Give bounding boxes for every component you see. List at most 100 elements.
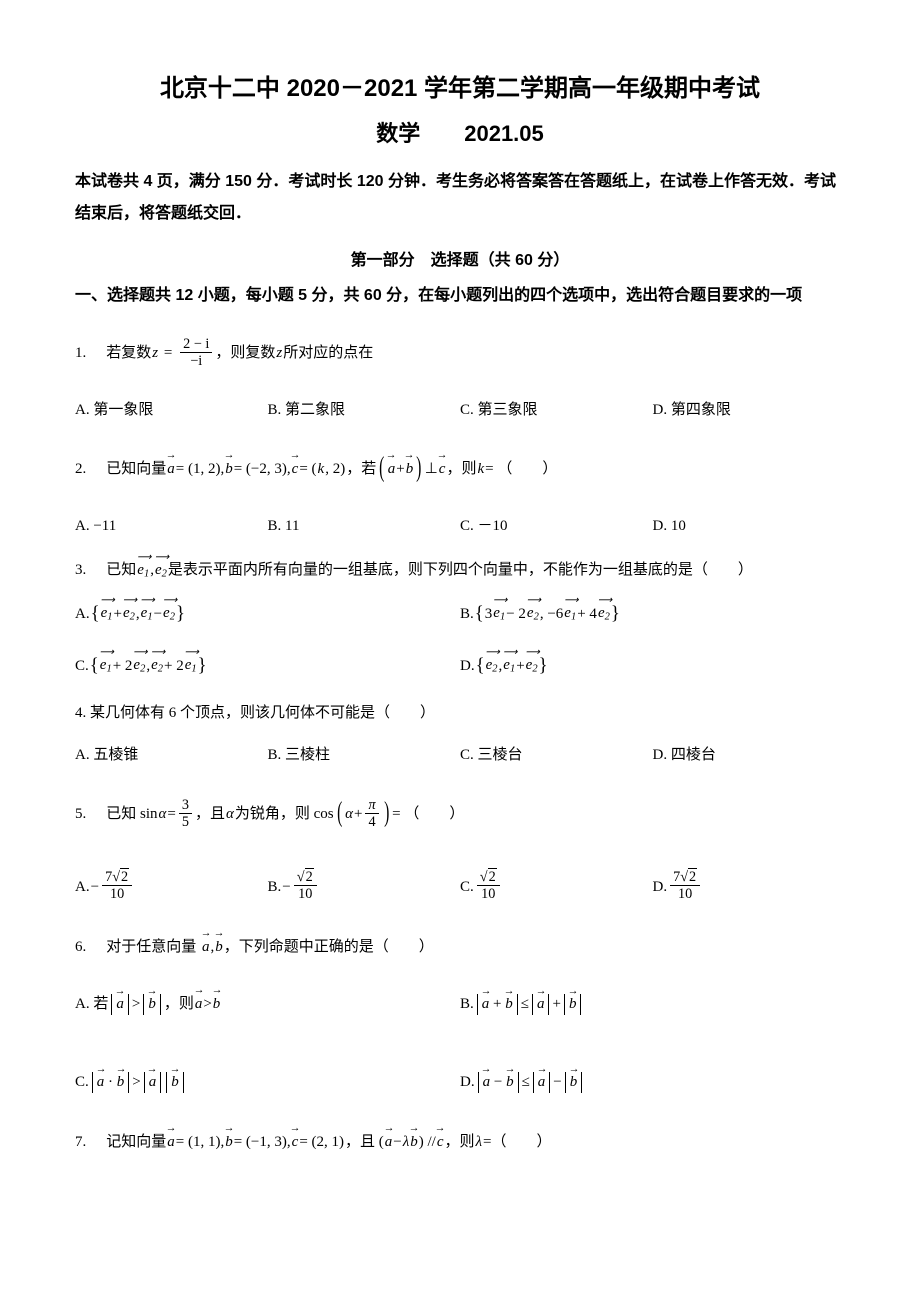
q6a-abs-b: b — [143, 994, 161, 1015]
question-2: 2. 已知向量 a = (1, 2), b = (−2, 3), c = ( k… — [75, 442, 845, 498]
q7-b2: b — [410, 1130, 418, 1156]
x: · — [104, 1074, 117, 1090]
q5b-frac: 2 10 — [294, 869, 317, 904]
x: a — [149, 1075, 157, 1090]
q5-pin: π — [365, 797, 378, 814]
q2-a-val: = (1, 2), — [176, 457, 224, 483]
q6d-minus: − — [553, 1070, 561, 1094]
q3-e1: e1 — [137, 558, 149, 584]
lbrace-icon: { — [91, 599, 100, 629]
q5d-num: 72 — [670, 869, 700, 886]
q5-eq: = — [167, 802, 175, 828]
question-3: 3. 已知 e1 , e2 是表示平面内所有向量的一组基底，则下列四个向量中，不… — [75, 558, 845, 584]
q3b-3: 3 — [485, 602, 493, 626]
q6-options-row1: A. 若 a > b ，则 a > b B. a + b ≤ a + b — [75, 974, 845, 1034]
q3c-e2b: e2 — [151, 653, 163, 678]
x: 2 — [140, 664, 145, 675]
q3a-minus: − — [154, 602, 162, 626]
q3-e2-s: 2 — [162, 568, 167, 579]
q7-eqblank: =（ ） — [483, 1130, 551, 1156]
x: b — [570, 1075, 578, 1090]
q1-option-a: A. 第一象限 — [75, 396, 268, 424]
q2-c-rp: , 2) — [325, 457, 345, 483]
q3b-e2b: e2 — [598, 601, 610, 626]
q5c-pre: C. — [460, 875, 474, 899]
lbrace-icon: { — [90, 651, 99, 681]
q7-b: b — [225, 1130, 233, 1156]
x: a — [538, 1075, 546, 1090]
x: 1 — [510, 664, 515, 675]
q5-post: = （ ） — [392, 802, 464, 828]
q1-eq: = — [164, 341, 172, 367]
q6a-b2: b — [213, 992, 221, 1016]
q3-option-a: A. { e1 + e2 , e1 − e2 } — [75, 597, 460, 631]
q6-option-c: C. a · b > a b — [75, 1052, 460, 1112]
q3-num: 3. — [75, 558, 86, 584]
q3-a-pre: A. — [75, 602, 90, 626]
q6d-le: ≤ — [522, 1070, 530, 1094]
q6-option-b: B. a + b ≤ a + b — [460, 974, 845, 1034]
question-6: 6. 对于任意向量 a , b ，下列命题中正确的是（ ） — [75, 935, 845, 961]
q3b-e1a: e1 — [493, 601, 505, 626]
x: 2 — [170, 612, 175, 623]
q5-fn: 3 — [179, 797, 192, 814]
q3-e1-s: 1 — [144, 568, 149, 579]
q6c-gt: > — [132, 1070, 140, 1094]
q6b-le: ≤ — [521, 992, 529, 1016]
x: 2 — [305, 868, 314, 885]
q1-option-c: C. 第三象限 — [460, 396, 653, 424]
x: a — [537, 997, 545, 1012]
q2-k: k — [318, 457, 325, 483]
q1-fraction: 2 − i −i — [180, 336, 212, 371]
q3-pre: 已知 — [106, 558, 136, 584]
x: b — [505, 997, 513, 1012]
x: 1 — [106, 664, 111, 675]
q6b-abs-sum: a + b — [477, 994, 518, 1015]
x: e — [527, 605, 534, 621]
q5-pi-frac: π 4 — [365, 797, 378, 832]
x: 2 — [488, 868, 497, 885]
q5a-pre: A. — [75, 875, 90, 899]
x: b — [506, 1075, 514, 1090]
q7-pre: 记知向量 — [106, 1130, 166, 1156]
x: 7 — [673, 869, 680, 885]
q6-option-d: D. a − b ≤ a − b — [460, 1052, 845, 1112]
q6b-pre: B. — [460, 992, 474, 1016]
q6c-abs-a: a — [144, 1072, 162, 1093]
q5c-num: 2 — [477, 869, 500, 886]
q3-options-row2: C. { e1 + 2 e2 , e2 + 2 e1 } D. { e2 , e… — [75, 649, 845, 683]
x: a — [116, 997, 124, 1012]
q3a-plus: + — [114, 602, 122, 626]
section-1-intro: 一、选择题共 12 小题，每小题 5 分，共 60 分，在每小题列出的四个选项中… — [75, 281, 845, 311]
q5-plus: + — [354, 802, 362, 828]
x: 2 — [532, 664, 537, 675]
q7-c2: c — [437, 1130, 444, 1156]
q2-vec-c2: c — [439, 457, 446, 483]
q6-options-row2: C. a · b > a b D. a − b ≤ a − b — [75, 1052, 845, 1112]
x: 1 — [500, 612, 505, 623]
q5a-frac: 72 10 — [102, 869, 132, 904]
x: 2 — [605, 612, 610, 623]
x: a — [97, 1075, 105, 1090]
x: a — [483, 1075, 491, 1090]
subject-date: 数学 2021.05 — [75, 116, 845, 151]
sqrt-icon — [112, 869, 120, 885]
q5-pre: 已知 sin — [106, 802, 157, 828]
q2-vec-b: b — [225, 457, 233, 483]
q2-b-val: = (−2, 3), — [234, 457, 291, 483]
q5d-frac: 72 10 — [670, 869, 700, 904]
sqrt-icon — [297, 869, 305, 885]
rparen-icon: ) — [416, 457, 421, 478]
q3c-e2a: e2 — [133, 653, 145, 678]
x: e — [598, 605, 605, 621]
q7-post: ，则 — [445, 1130, 475, 1156]
q2-options: A. −11 B. 11 C. －10 D. 10 — [75, 512, 845, 540]
q7-lambda2: λ — [476, 1130, 483, 1156]
question-1: 1. 若复数 z = 2 − i −i ，则复数 z 所对应的点在 — [75, 326, 845, 382]
q3d-e2b: e2 — [526, 653, 538, 678]
q2-post: ，则 — [446, 457, 476, 483]
q5-alpha2: α — [226, 802, 234, 828]
x: 1 — [571, 612, 576, 623]
x: 1 — [191, 664, 196, 675]
question-7: 7. 记知向量 a = (1, 1), b = (−1, 3), c = (2,… — [75, 1130, 845, 1156]
